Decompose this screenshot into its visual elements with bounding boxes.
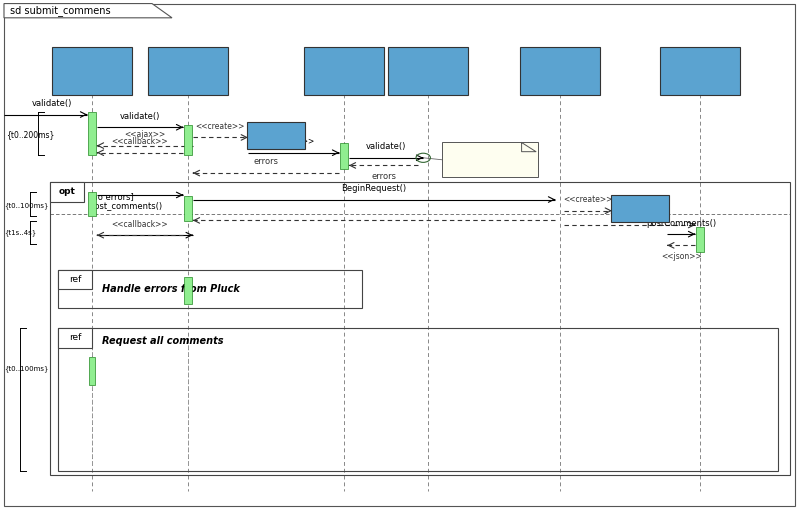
- FancyBboxPatch shape: [442, 142, 538, 177]
- Text: {t0..100ms}: {t0..100ms}: [4, 202, 49, 209]
- Text: :DWRServlet: :DWRServlet: [318, 72, 370, 81]
- FancyBboxPatch shape: [661, 47, 740, 95]
- Text: :windows: :windows: [73, 72, 111, 81]
- Text: validate(): validate(): [366, 142, 406, 151]
- Text: validate(): validate(): [32, 99, 72, 108]
- Bar: [88, 112, 96, 155]
- Bar: [88, 192, 96, 216]
- Text: :DWRService: :DWRService: [401, 72, 455, 81]
- Bar: [696, 227, 704, 252]
- FancyBboxPatch shape: [53, 47, 131, 95]
- FancyBboxPatch shape: [58, 328, 92, 348]
- Text: :pluckService: :pluckService: [672, 72, 728, 81]
- Text: :proxy: :proxy: [265, 134, 287, 140]
- Text: :pluckRequest
Batch: :pluckRequest Batch: [530, 67, 590, 87]
- Text: post_comments(): post_comments(): [89, 202, 162, 211]
- FancyBboxPatch shape: [4, 4, 795, 506]
- Text: :proxy: :proxy: [629, 208, 651, 214]
- Polygon shape: [4, 4, 172, 18]
- FancyBboxPatch shape: [304, 47, 384, 95]
- Text: <<ajax>>: <<ajax>>: [273, 137, 314, 146]
- FancyBboxPatch shape: [50, 182, 84, 202]
- Text: <<ajax>>: <<ajax>>: [609, 209, 650, 218]
- Text: validation: validation: [448, 153, 482, 159]
- Bar: [184, 196, 193, 221]
- FancyBboxPatch shape: [611, 195, 669, 222]
- Text: ref: ref: [69, 333, 82, 343]
- Bar: [89, 357, 95, 385]
- Text: BeginRequest(): BeginRequest(): [342, 184, 406, 193]
- Text: ref: ref: [69, 275, 82, 284]
- FancyBboxPatch shape: [247, 122, 305, 149]
- Text: errors: errors: [254, 157, 278, 166]
- Text: Handle errors from Pluck: Handle errors from Pluck: [102, 284, 240, 294]
- Text: sd submit_commens: sd submit_commens: [10, 5, 110, 16]
- Text: <<ajax>>: <<ajax>>: [621, 199, 659, 205]
- Text: <<json>>: <<json>>: [661, 252, 702, 261]
- Text: [no errors]: [no errors]: [89, 192, 134, 201]
- FancyBboxPatch shape: [58, 270, 92, 289]
- Text: errors: errors: [371, 172, 396, 181]
- Text: <<service>>: <<service>>: [404, 55, 452, 61]
- Text: Request all comments: Request all comments: [102, 336, 224, 346]
- Text: validate(): validate(): [120, 111, 160, 121]
- FancyBboxPatch shape: [389, 47, 467, 95]
- Text: {t0..200ms}: {t0..200ms}: [6, 130, 54, 139]
- Text: {t0..100ms}: {t0..100ms}: [4, 365, 49, 373]
- Bar: [339, 143, 349, 169]
- Text: <<service>>: <<service>>: [676, 55, 724, 61]
- Text: <<javascript>>: <<javascript>>: [531, 55, 589, 61]
- Text: <<create>>: <<create>>: [563, 195, 613, 204]
- Text: {t1s..4s}: {t1s..4s}: [4, 230, 36, 237]
- Bar: [184, 277, 193, 304]
- Text: - form fields: - form fields: [448, 147, 490, 153]
- Bar: [184, 125, 193, 155]
- Text: postComments(): postComments(): [646, 218, 716, 228]
- FancyBboxPatch shape: [149, 47, 227, 95]
- Text: <<servlet>>: <<servlet>>: [320, 55, 368, 61]
- Text: <<javascript>>: <<javascript>>: [159, 55, 217, 61]
- Text: - CAPTCHA check: - CAPTCHA check: [448, 159, 508, 165]
- Text: <<ajax>>: <<ajax>>: [124, 130, 166, 139]
- FancyBboxPatch shape: [520, 47, 600, 95]
- Text: <<create>>: <<create>>: [196, 122, 245, 131]
- Text: <<callback>>: <<callback>>: [112, 137, 168, 146]
- Text: :Comments: :Comments: [164, 72, 212, 81]
- Text: <<callback>>: <<callback>>: [112, 219, 168, 229]
- Text: <<ajax>>: <<ajax>>: [257, 126, 295, 132]
- Text: opt: opt: [58, 187, 76, 196]
